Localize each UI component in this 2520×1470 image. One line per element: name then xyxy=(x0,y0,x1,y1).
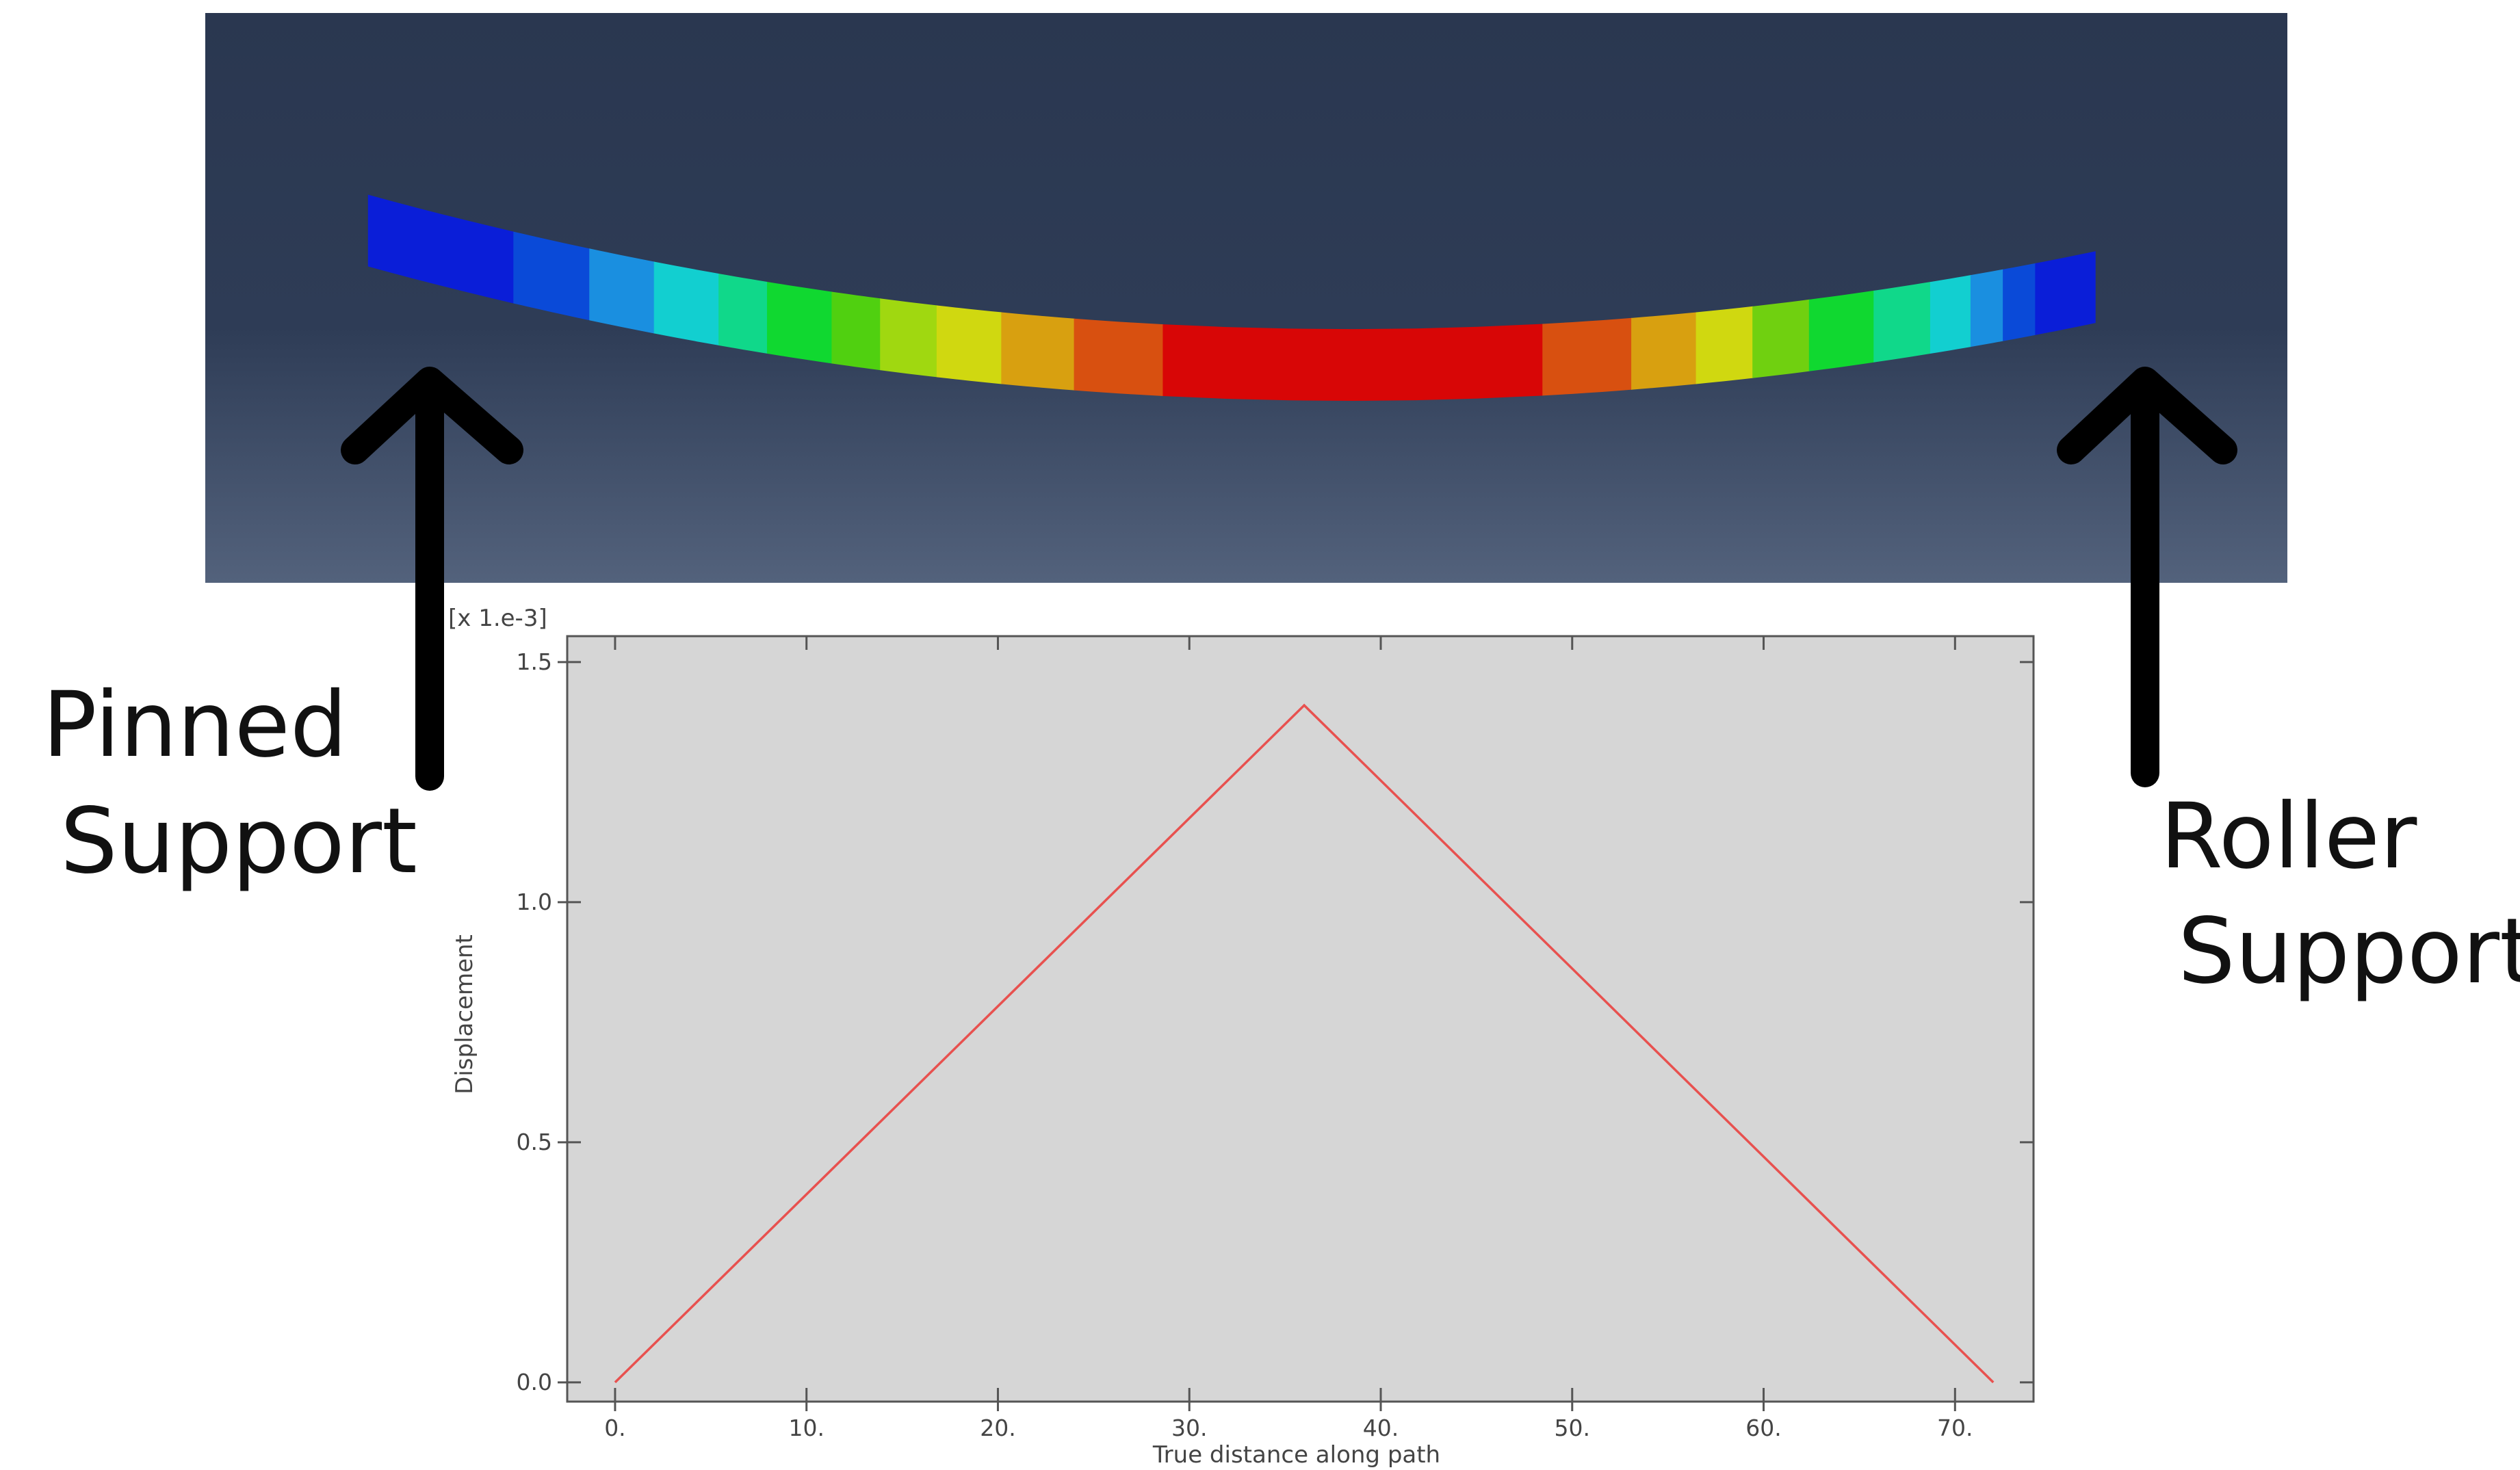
x-tick-label: 10. xyxy=(788,1415,824,1441)
beam-segment xyxy=(1163,324,1543,401)
x-tick-label: 20. xyxy=(980,1415,1015,1441)
support-label: Support xyxy=(2178,899,2520,1004)
support-label: Roller xyxy=(2160,784,2417,889)
beam-segment xyxy=(767,283,831,363)
y-tick-label: 1.0 xyxy=(517,889,552,915)
x-tick-label: 40. xyxy=(1363,1415,1399,1441)
beam-segment xyxy=(1809,291,1873,371)
beam-segment xyxy=(1002,313,1074,390)
y-tick-label: 0.5 xyxy=(517,1129,552,1155)
beam-segment xyxy=(937,306,1001,384)
page: {"chart_data": {"type": "line", "x_label… xyxy=(0,0,2520,1470)
beam-segment xyxy=(1753,300,1810,378)
y-axis-label: Displacement xyxy=(451,934,478,1094)
x-axis-label: True distance along path xyxy=(1152,1441,1440,1469)
x-tick-label: 50. xyxy=(1555,1415,1590,1441)
beam-segment xyxy=(1543,318,1632,395)
x-tick-label: 70. xyxy=(1937,1415,1973,1441)
beam-segment xyxy=(1696,306,1753,384)
beam-segment xyxy=(881,299,937,377)
beam-segment xyxy=(719,274,768,354)
beam-segment xyxy=(1971,270,2003,346)
beam-segment xyxy=(590,249,654,333)
axis-multiplier: [x 1.e-3] xyxy=(448,605,547,632)
beam-segment xyxy=(1632,313,1696,389)
x-tick-label: 60. xyxy=(1745,1415,1781,1441)
x-tick-label: 0. xyxy=(604,1415,626,1441)
plot-area xyxy=(567,636,2034,1402)
beam-segment xyxy=(1074,319,1163,395)
support-label: Pinned xyxy=(42,672,348,778)
x-tick-label: 30. xyxy=(1171,1415,1207,1441)
figure: 0.0 0.5 1.0 1.5 0. 10. 20. 30. 40. 50. 60. 70. Pinn… xyxy=(0,0,2520,1470)
beam-segment xyxy=(654,262,718,345)
y-tick-label: 1.5 xyxy=(517,648,552,675)
y-tick-label: 0.0 xyxy=(517,1369,552,1395)
beam-segment xyxy=(1874,283,1931,363)
support-label: Support xyxy=(60,789,417,894)
beam-segment xyxy=(1930,276,1971,354)
beam-segment xyxy=(2003,263,2036,341)
beam-segment xyxy=(2036,252,2095,334)
beam-segment xyxy=(832,292,881,370)
